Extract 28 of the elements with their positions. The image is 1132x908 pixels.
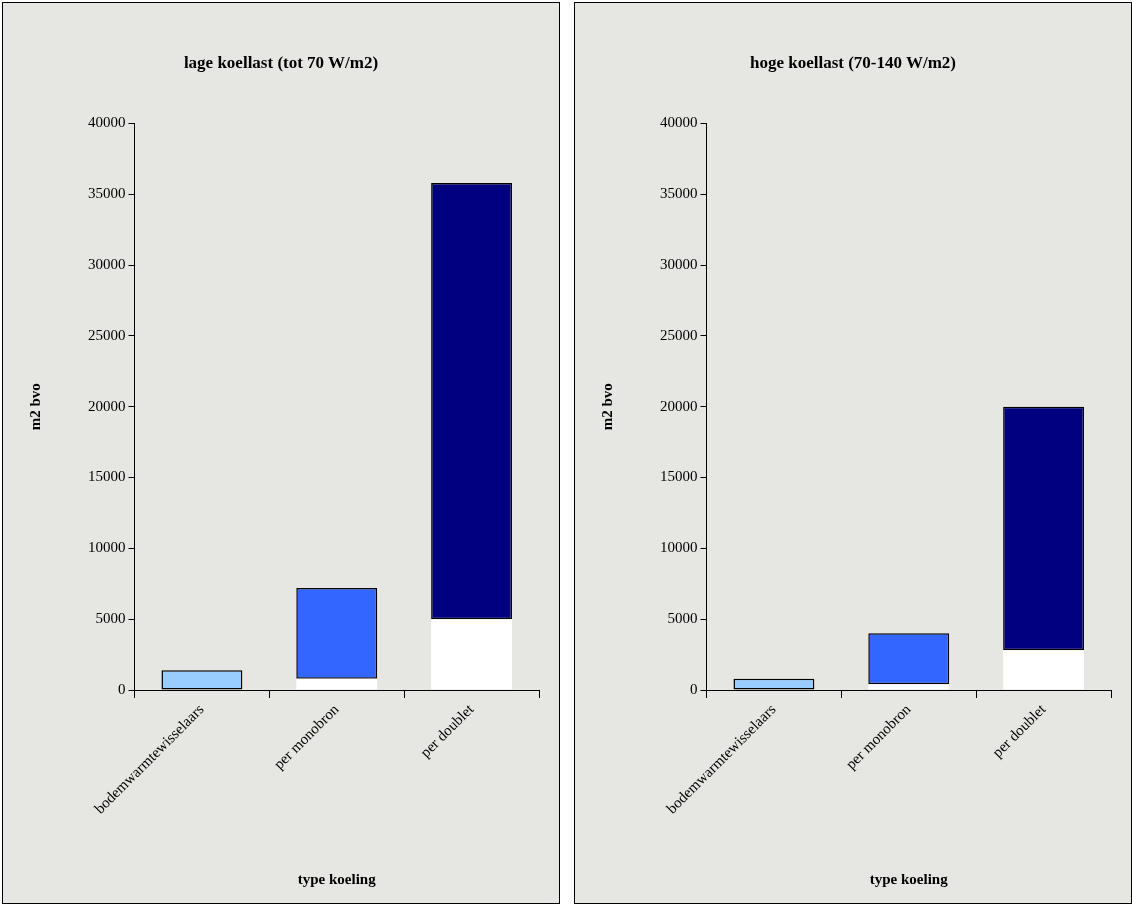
y-tick-label: 30000	[660, 255, 698, 272]
y-tick-label: 35000	[88, 185, 126, 202]
x-axis-title: type koeling	[297, 870, 377, 887]
y-tick-label: 0	[690, 680, 698, 697]
chart-title: lage koellast (tot 70 W/m2)	[183, 52, 379, 72]
y-axis-title: m2 bvo	[26, 383, 43, 431]
y-tick-label: 15000	[660, 468, 698, 485]
y-tick-label: 25000	[660, 326, 698, 343]
y-tick-label: 0	[118, 680, 126, 697]
y-tick-label: 15000	[88, 468, 126, 485]
y-axis-title: m2 bvo	[598, 383, 615, 431]
y-tick-label: 25000	[88, 326, 126, 343]
y-tick-label: 35000	[660, 185, 698, 202]
y-tick-label: 30000	[88, 255, 126, 272]
bar	[431, 619, 513, 690]
y-tick-label: 40000	[88, 114, 126, 131]
y-tick-label: 5000	[95, 610, 126, 627]
bar	[1003, 650, 1085, 690]
y-tick-label: 10000	[88, 539, 126, 556]
y-tick-label: 20000	[660, 397, 698, 414]
bar	[296, 678, 378, 690]
bar	[868, 684, 950, 690]
y-tick-label: 10000	[660, 539, 698, 556]
chart-title: hoge koellast (70-140 W/m2)	[749, 52, 957, 72]
y-tick-label: 40000	[660, 114, 698, 131]
y-tick-label: 20000	[88, 397, 126, 414]
y-tick-label: 5000	[667, 610, 698, 627]
x-axis-title: type koeling	[869, 870, 949, 887]
